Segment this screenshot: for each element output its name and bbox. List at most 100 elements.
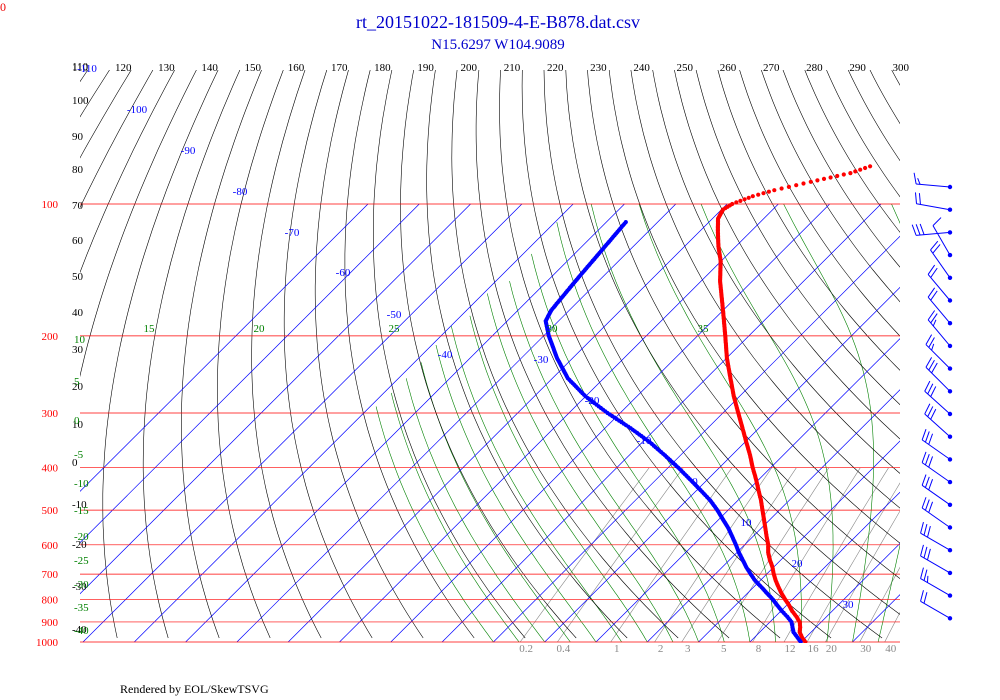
wind-barb [924,380,953,417]
wind-barb-feather [920,567,924,579]
wind-barb-feather [927,264,936,275]
wind-barb-feather [932,319,937,327]
dry-adiabat-line [608,70,900,544]
temperature-point [835,173,840,179]
moist-adiabat-label: -30 [74,579,89,591]
theta-top-label: 280 [806,62,823,74]
wind-barb-feather [924,431,930,443]
wind-barb-feather [921,497,927,509]
theta-top-label: 290 [849,62,866,74]
isotherm-line [236,203,677,643]
dry-adiabat-line [80,70,197,378]
dry-adiabat-line [80,70,175,274]
mixing-ratio-label: 0.4 [556,643,570,655]
mixing-ratio-line [610,467,733,643]
mixing-ratio-label: 1 [614,643,620,655]
moist-adiabat-line [435,345,597,643]
theta-left-label: 60 [72,235,84,247]
isotherm-line [800,542,900,643]
wind-barb-feather [923,546,928,559]
mixing-ratio-line [806,482,900,643]
isotherm-line [80,203,471,595]
temperature-point [794,183,799,188]
wind-barb [921,451,953,485]
temperature-point [750,194,755,199]
dry-adiabat-line [0,70,44,638]
moist-adiabat-line [590,203,776,643]
isotherm-label: -90 [181,145,196,157]
wind-barb-feather [931,343,935,351]
isotherm-line [852,594,900,643]
wind-barb-feather [931,362,938,374]
theta-left-label: 40 [72,307,84,319]
wind-barb-feather [927,287,936,298]
isotherm-line [339,203,779,643]
wind-barb [925,357,953,394]
pressure-tick-label: 900 [42,617,59,629]
temperature-point [853,169,858,174]
dry-adiabat-line [847,70,900,162]
moist-adiabat-label: 0 [74,415,80,427]
wind-barb-feather [915,224,921,236]
temperature-series [715,164,873,643]
wind-barb-feather [927,406,934,417]
dry-adiabat-line [426,70,628,639]
wind-barb-feather [928,337,935,348]
isotherm-label: -20 [585,395,600,407]
wind-barbs [911,172,953,621]
wind-barb-feather [930,386,937,397]
theta-top-label: 230 [590,62,607,74]
theta-left-label: 70 [72,200,84,212]
wind-barb-feather [920,590,924,602]
dry-adiabat-line [979,70,1000,638]
chart-title: rt_20151022-181509-4-E-B878.dat.csv [356,12,640,32]
temperature-point [756,192,761,197]
moist-adiabat-label: 10 [74,334,86,346]
theta-top-label: 140 [201,62,218,74]
dewpoint-point [623,220,628,225]
isotherm-label: 20 [792,558,804,570]
theta-top-label: 190 [417,62,434,74]
wind-barb [930,240,953,280]
moist-adiabat-line [469,315,648,643]
wind-barb-feather [913,172,917,185]
wind-barb-feather [930,290,938,301]
pressure-tick-label: 800 [42,595,59,607]
moist-adiabat-label: 5 [74,376,80,388]
moist-adiabat-line [420,362,571,643]
theta-left-label: 0 [72,457,78,469]
theta-left-label: -10 [72,499,87,511]
isotherm-line [904,204,1000,642]
wind-barb-feather [928,359,935,371]
moist-adiabat-line [451,326,622,643]
isotherm-line [80,203,369,492]
dry-adiabat-line [891,70,900,86]
pressure-tick-label: 1000 [36,637,59,649]
wind-barb [920,590,953,621]
isotherm-line [595,338,900,643]
isotherm-line [544,286,900,643]
theta-top-label: 240 [633,62,650,74]
isotherm-line [82,203,523,643]
dry-adiabat-line [344,70,475,639]
temperature-point [746,195,751,200]
pressure-tick-label: 600 [42,540,59,552]
isotherm-line [185,203,625,643]
isotherm-line [749,491,900,643]
wind-barb-feather [930,313,938,324]
moist-adiabat-label: -25 [74,555,89,567]
wind-barb-shaft [921,439,951,460]
wind-barb-feather [923,569,928,581]
wind-barb-shaft [925,366,951,392]
theta-left-label: 10 [72,419,84,431]
moist-adiabat-line [375,406,494,643]
theta-left-label: 20 [72,381,84,393]
wind-barb-shaft [927,319,951,347]
pressure-tick-label: 400 [42,463,59,475]
temperature-point [841,172,846,177]
wind-barb-feather [930,408,937,420]
temperature-point [815,178,820,183]
dry-adiabat-line [587,70,900,579]
dry-adiabat-line [695,70,900,406]
